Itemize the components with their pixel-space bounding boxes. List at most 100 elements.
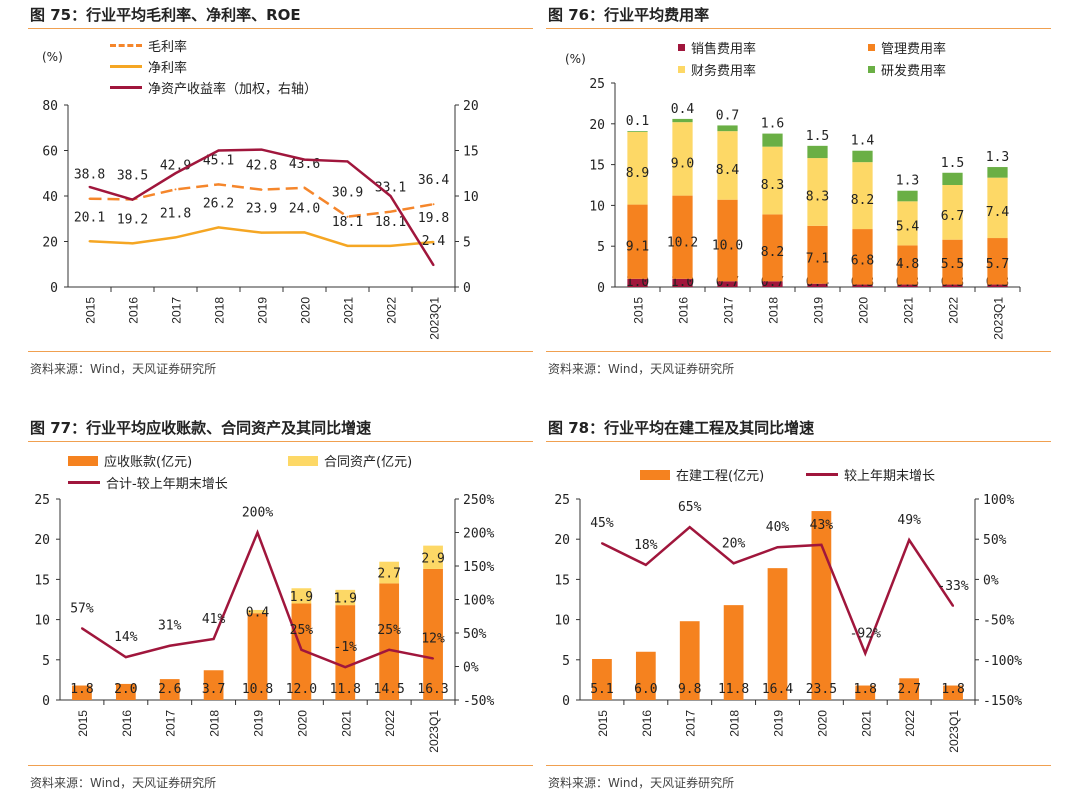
- legend-swatch-icon: [678, 66, 685, 73]
- x-tick-label: 2020: [299, 297, 313, 324]
- bar-segment: [679, 621, 700, 700]
- data-point: [908, 539, 911, 542]
- y-tick-label: 0: [42, 694, 50, 709]
- x-tick-label: 2019: [812, 297, 826, 324]
- bar-segment: [987, 177, 1008, 239]
- bar-segment: [899, 678, 920, 700]
- data-point: [303, 231, 306, 234]
- bar-data-label: 5.7: [986, 257, 1009, 272]
- bar-segment: [807, 145, 828, 159]
- bar-data-label: 9.1: [626, 239, 649, 254]
- data-point: [346, 215, 349, 218]
- y-tick-label: 10: [34, 614, 50, 629]
- bar-data-label: 11.8: [330, 682, 361, 697]
- bar-segment: [717, 131, 738, 200]
- bar-segment: [247, 613, 268, 700]
- bar-data-label: 5.5: [941, 257, 964, 272]
- y-tick-label: 0: [562, 694, 570, 709]
- bar-data-label: 8.3: [761, 178, 784, 193]
- data-point: [300, 648, 303, 651]
- data-point: [864, 652, 867, 655]
- x-tick-label: 2015: [76, 710, 90, 737]
- bar-data-label: 2.0: [114, 682, 137, 697]
- x-tick-label: 2021: [339, 710, 353, 737]
- legend-label: 净利率: [148, 61, 188, 76]
- bar-segment: [942, 239, 963, 285]
- x-tick-label: 2023Q1: [428, 297, 442, 340]
- bar-data-label: 2.9: [421, 551, 444, 566]
- line-data-label: 18.1: [375, 215, 406, 230]
- bar-data-label: 16.3: [417, 682, 448, 697]
- bar-segment: [852, 229, 873, 285]
- legend-line-icon: [806, 473, 838, 476]
- source-note: 资料来源：Wind，天风证券研究所: [30, 362, 217, 376]
- legend-label: 销售费用率: [691, 42, 757, 57]
- bar-segment: [762, 281, 783, 287]
- y-tick-label: 15: [589, 159, 605, 174]
- line-data-label: 24.0: [289, 201, 320, 216]
- legend-item: 应收账款(亿元): [68, 451, 192, 470]
- data-point: [174, 188, 177, 191]
- x-tick-label: 2018: [208, 710, 222, 737]
- y2-tick-label: 0: [463, 281, 471, 296]
- data-point: [303, 186, 306, 189]
- y2-tick-label: 250%: [463, 493, 494, 508]
- y2-tick-label: 50%: [983, 533, 1007, 548]
- bar-data-label: 8.9: [626, 166, 649, 181]
- legend-label: 在建工程(亿元): [676, 469, 765, 484]
- data-point: [260, 231, 263, 234]
- data-point: [260, 148, 263, 151]
- bar-segment: [627, 204, 648, 279]
- bar-data-label: 10.2: [667, 235, 698, 250]
- data-point: [389, 195, 392, 197]
- legend-swatch-icon: [640, 469, 670, 480]
- line-data-label: 45%: [590, 516, 614, 531]
- bar-data-label: 7.1: [806, 252, 829, 267]
- bar-data-label: 14.5: [374, 682, 405, 697]
- legend-label: 合计-较上年期末增长: [106, 477, 228, 492]
- x-tick-label: 2017: [164, 710, 178, 737]
- y2-tick-label: -100%: [983, 654, 1022, 669]
- bar-data-label: 12.0: [286, 682, 317, 697]
- source-note: 资料来源：Wind，天风证券研究所: [548, 362, 735, 376]
- legend-label: 净资产收益率（加权，右轴）: [148, 82, 318, 97]
- bar-segment: [987, 238, 1008, 285]
- y2-tick-label: 10: [463, 190, 479, 205]
- bar-segment: [855, 685, 876, 700]
- legend-item: 在建工程(亿元): [640, 465, 764, 484]
- bar-segment: [672, 195, 693, 279]
- y-tick-label: 15: [34, 573, 50, 588]
- divider: [546, 28, 1051, 29]
- x-tick-label: 2015: [632, 297, 646, 324]
- bar-data-label: 8.3: [806, 189, 829, 204]
- bar-segment: [672, 122, 693, 196]
- data-point: [600, 542, 603, 545]
- line-data-label: 43%: [810, 518, 834, 533]
- x-tick-label: 2019: [772, 710, 786, 737]
- y-tick-label: 25: [554, 493, 570, 508]
- data-point: [131, 242, 134, 245]
- y-tick-label: 10: [589, 199, 605, 214]
- line-data-label: 30.9: [332, 186, 363, 201]
- bar-data-label: 8.2: [761, 245, 784, 260]
- bar-data-label: 6.7: [941, 209, 964, 224]
- x-tick-label: 2018: [728, 710, 742, 737]
- x-tick-label: 2015: [596, 710, 610, 737]
- data-point: [388, 648, 391, 651]
- legend-label: 财务费用率: [691, 64, 757, 79]
- bar-segment: [942, 284, 963, 287]
- y-tick-label: 5: [597, 240, 605, 255]
- data-point: [389, 244, 392, 247]
- divider: [28, 441, 533, 442]
- bar-segment: [852, 150, 873, 163]
- line-data-label: 25%: [377, 623, 401, 638]
- x-tick-label: 2020: [295, 710, 309, 737]
- bar-data-label: 0.7: [716, 108, 739, 123]
- y2-tick-label: 0%: [983, 573, 999, 588]
- bar-segment: [379, 561, 400, 584]
- line-data-label: 40%: [766, 520, 790, 535]
- data-point: [303, 158, 306, 161]
- bar-segment: [942, 185, 963, 240]
